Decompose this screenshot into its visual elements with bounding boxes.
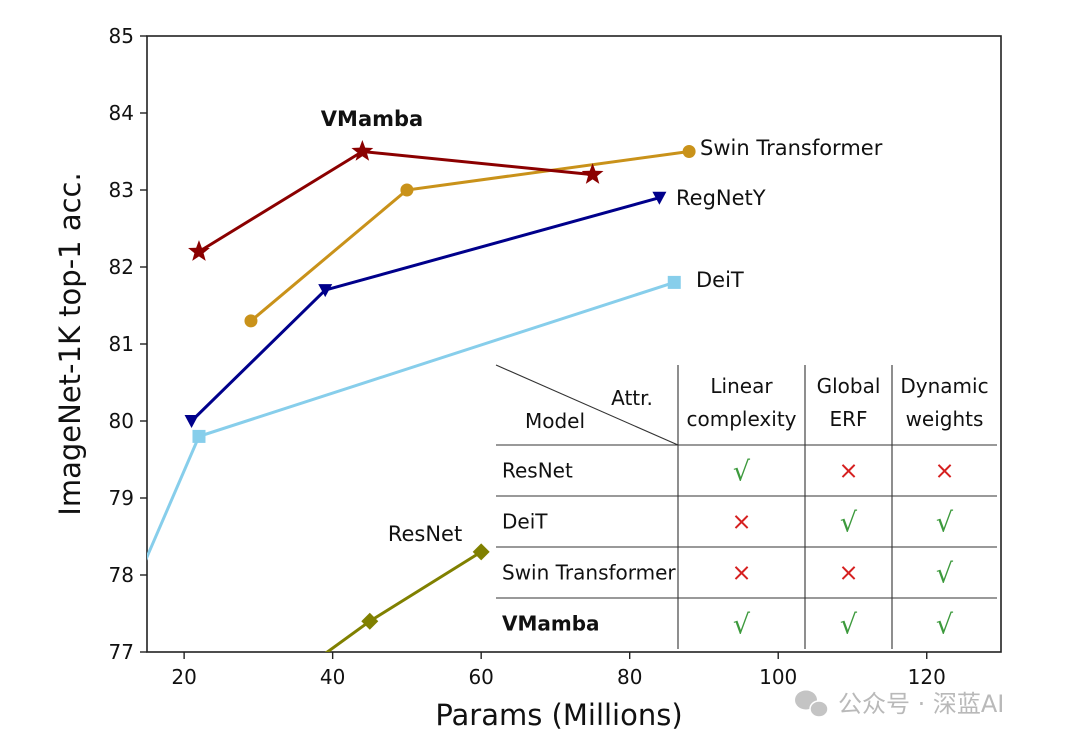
x-tick-label: 120 xyxy=(908,665,946,689)
square-marker xyxy=(66,723,79,736)
series-layer xyxy=(66,140,696,738)
check-icon: √ xyxy=(733,457,751,488)
x-tick-label: 100 xyxy=(759,665,797,689)
cross-icon: × xyxy=(934,457,954,485)
cross-icon: × xyxy=(838,559,858,587)
circle-marker xyxy=(682,145,696,158)
square-marker xyxy=(192,429,206,443)
y-tick-label: 80 xyxy=(109,409,134,433)
y-axis-title: ImageNet-1K top-1 acc. xyxy=(53,172,87,515)
cross-icon: × xyxy=(731,559,751,587)
table-column-header: complexity xyxy=(687,407,797,431)
series-label: VMamba xyxy=(321,107,423,131)
x-tick-label: 60 xyxy=(468,665,493,689)
diamond-marker xyxy=(472,543,490,561)
check-icon: √ xyxy=(840,508,858,539)
star-marker xyxy=(351,140,374,161)
table-row-model: Swin Transformer xyxy=(502,561,676,585)
wechat-icon xyxy=(795,690,829,718)
cross-icon: × xyxy=(838,457,858,485)
series-line xyxy=(198,149,593,253)
series-line xyxy=(250,150,690,323)
diamond-marker xyxy=(361,612,379,630)
wechat-bubble-small xyxy=(809,700,829,718)
table-corner-model: Model xyxy=(525,409,585,433)
triangle-down-marker xyxy=(652,191,667,205)
series-label: Swin Transformer xyxy=(700,136,883,160)
table-column-header: Linear xyxy=(710,374,773,398)
check-icon: √ xyxy=(733,610,751,641)
inset-table: Attr. Model Linear complexity Global ERF Dynam… xyxy=(495,364,997,649)
y-tick-label: 85 xyxy=(109,24,134,48)
series-label: ResNet xyxy=(388,522,462,546)
series-label: RegNetY xyxy=(676,186,766,210)
y-tick-label: 84 xyxy=(109,101,134,125)
x-tick-label: 80 xyxy=(617,665,642,689)
diamond-marker xyxy=(213,721,230,738)
table-column-header: Global xyxy=(817,374,881,398)
table-background xyxy=(496,365,997,649)
series-vmamba xyxy=(188,140,604,261)
triangle-down-marker xyxy=(318,284,333,298)
series-resnet xyxy=(213,543,490,738)
watermark-text: 公众号 · 深蓝AI xyxy=(838,690,1004,718)
check-icon: √ xyxy=(840,610,858,641)
series-swin-transformer xyxy=(244,145,696,328)
check-icon: √ xyxy=(936,559,954,590)
table-row-model: DeiT xyxy=(502,510,548,534)
cross-icon: × xyxy=(731,508,751,536)
table-column-header: ERF xyxy=(829,407,867,431)
watermark: 公众号 · 深蓝AI xyxy=(795,690,1004,718)
x-tick-label: 20 xyxy=(171,665,196,689)
circle-marker xyxy=(244,314,258,328)
star-marker xyxy=(188,240,210,261)
series-regnety xyxy=(184,191,667,428)
square-marker xyxy=(667,275,681,289)
check-icon: √ xyxy=(936,508,954,539)
y-tick-label: 82 xyxy=(109,255,134,279)
x-axis-title: Params (Millions) xyxy=(435,698,682,732)
y-tick-label: 79 xyxy=(109,486,134,510)
y-tick-label: 83 xyxy=(109,178,134,202)
table-column-header: weights xyxy=(906,407,984,431)
table-diagonal xyxy=(495,364,679,446)
table-column-header: Dynamic xyxy=(900,374,988,398)
y-tick-label: 81 xyxy=(109,332,134,356)
y-tick-label: 78 xyxy=(109,563,134,587)
circle-marker xyxy=(400,183,414,197)
check-icon: √ xyxy=(936,610,954,641)
axes: 20 40 60 80 100 120 77 78 79 80 81 82 83 84 85 Params (… xyxy=(53,24,1002,732)
series-labels: VMamba Swin Transformer RegNetY DeiT ResNet xyxy=(321,107,883,546)
star-marker xyxy=(581,163,604,184)
series-deit xyxy=(66,275,681,736)
series-label: DeiT xyxy=(696,268,744,292)
table-corner-attr: Attr. xyxy=(611,386,653,410)
y-tick-label: 77 xyxy=(109,640,134,664)
x-tick-label: 40 xyxy=(320,665,345,689)
table-row-model: VMamba xyxy=(502,612,600,636)
triangle-down-marker xyxy=(184,415,199,428)
table-row-model: ResNet xyxy=(502,459,573,483)
